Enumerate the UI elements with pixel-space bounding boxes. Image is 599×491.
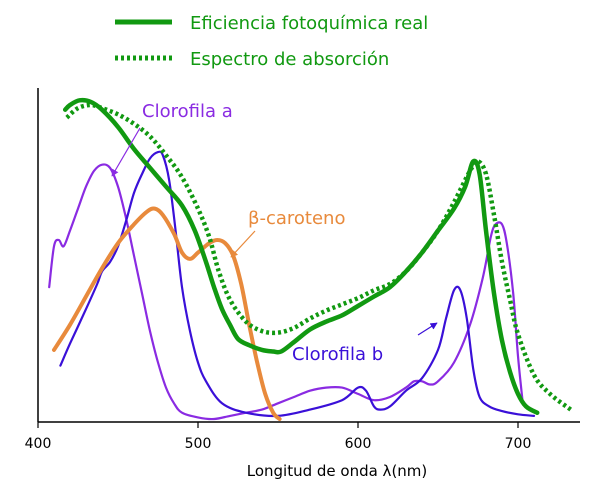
legend-label-espectro: Espectro de absorción (190, 49, 389, 70)
series-line-espectro-de-absorci-n (65, 102, 573, 412)
x-tick-label: 700 (505, 436, 532, 452)
x-ticks: 400 500 600 700 (25, 422, 532, 452)
series-line-clorofila-a (48, 163, 524, 421)
annotation-arrow-beta-caroteno (230, 230, 256, 258)
x-tick-label: 600 (345, 436, 372, 452)
legend-label-eficiencia: Eficiencia fotoquímica real (190, 13, 428, 34)
annotation-arrow-clorofila-b (417, 322, 438, 336)
series-line-caroteno (52, 206, 282, 421)
axes (37, 88, 580, 423)
series-lines (48, 97, 573, 421)
annotation-arrow-clorofila-a (111, 127, 141, 177)
series-line-clorofila-b (59, 150, 536, 418)
annotation-clorofila-a: Clorofila a (142, 101, 233, 122)
series-line-eficiencia-fotoqu-mica-real (62, 97, 540, 415)
legend: Eficiencia fotoquímica real Espectro de … (115, 13, 428, 70)
x-tick-label: 500 (185, 436, 212, 452)
annotation-clorofila-b: Clorofila b (292, 344, 383, 365)
annotation-beta-caroteno: β-caroteno (248, 208, 345, 229)
x-tick-label: 400 (25, 436, 52, 452)
annotations: Clorofila a β-caroteno Clorofila b (111, 101, 438, 365)
x-axis-title: Longitud de onda λ(nm) (247, 462, 428, 480)
